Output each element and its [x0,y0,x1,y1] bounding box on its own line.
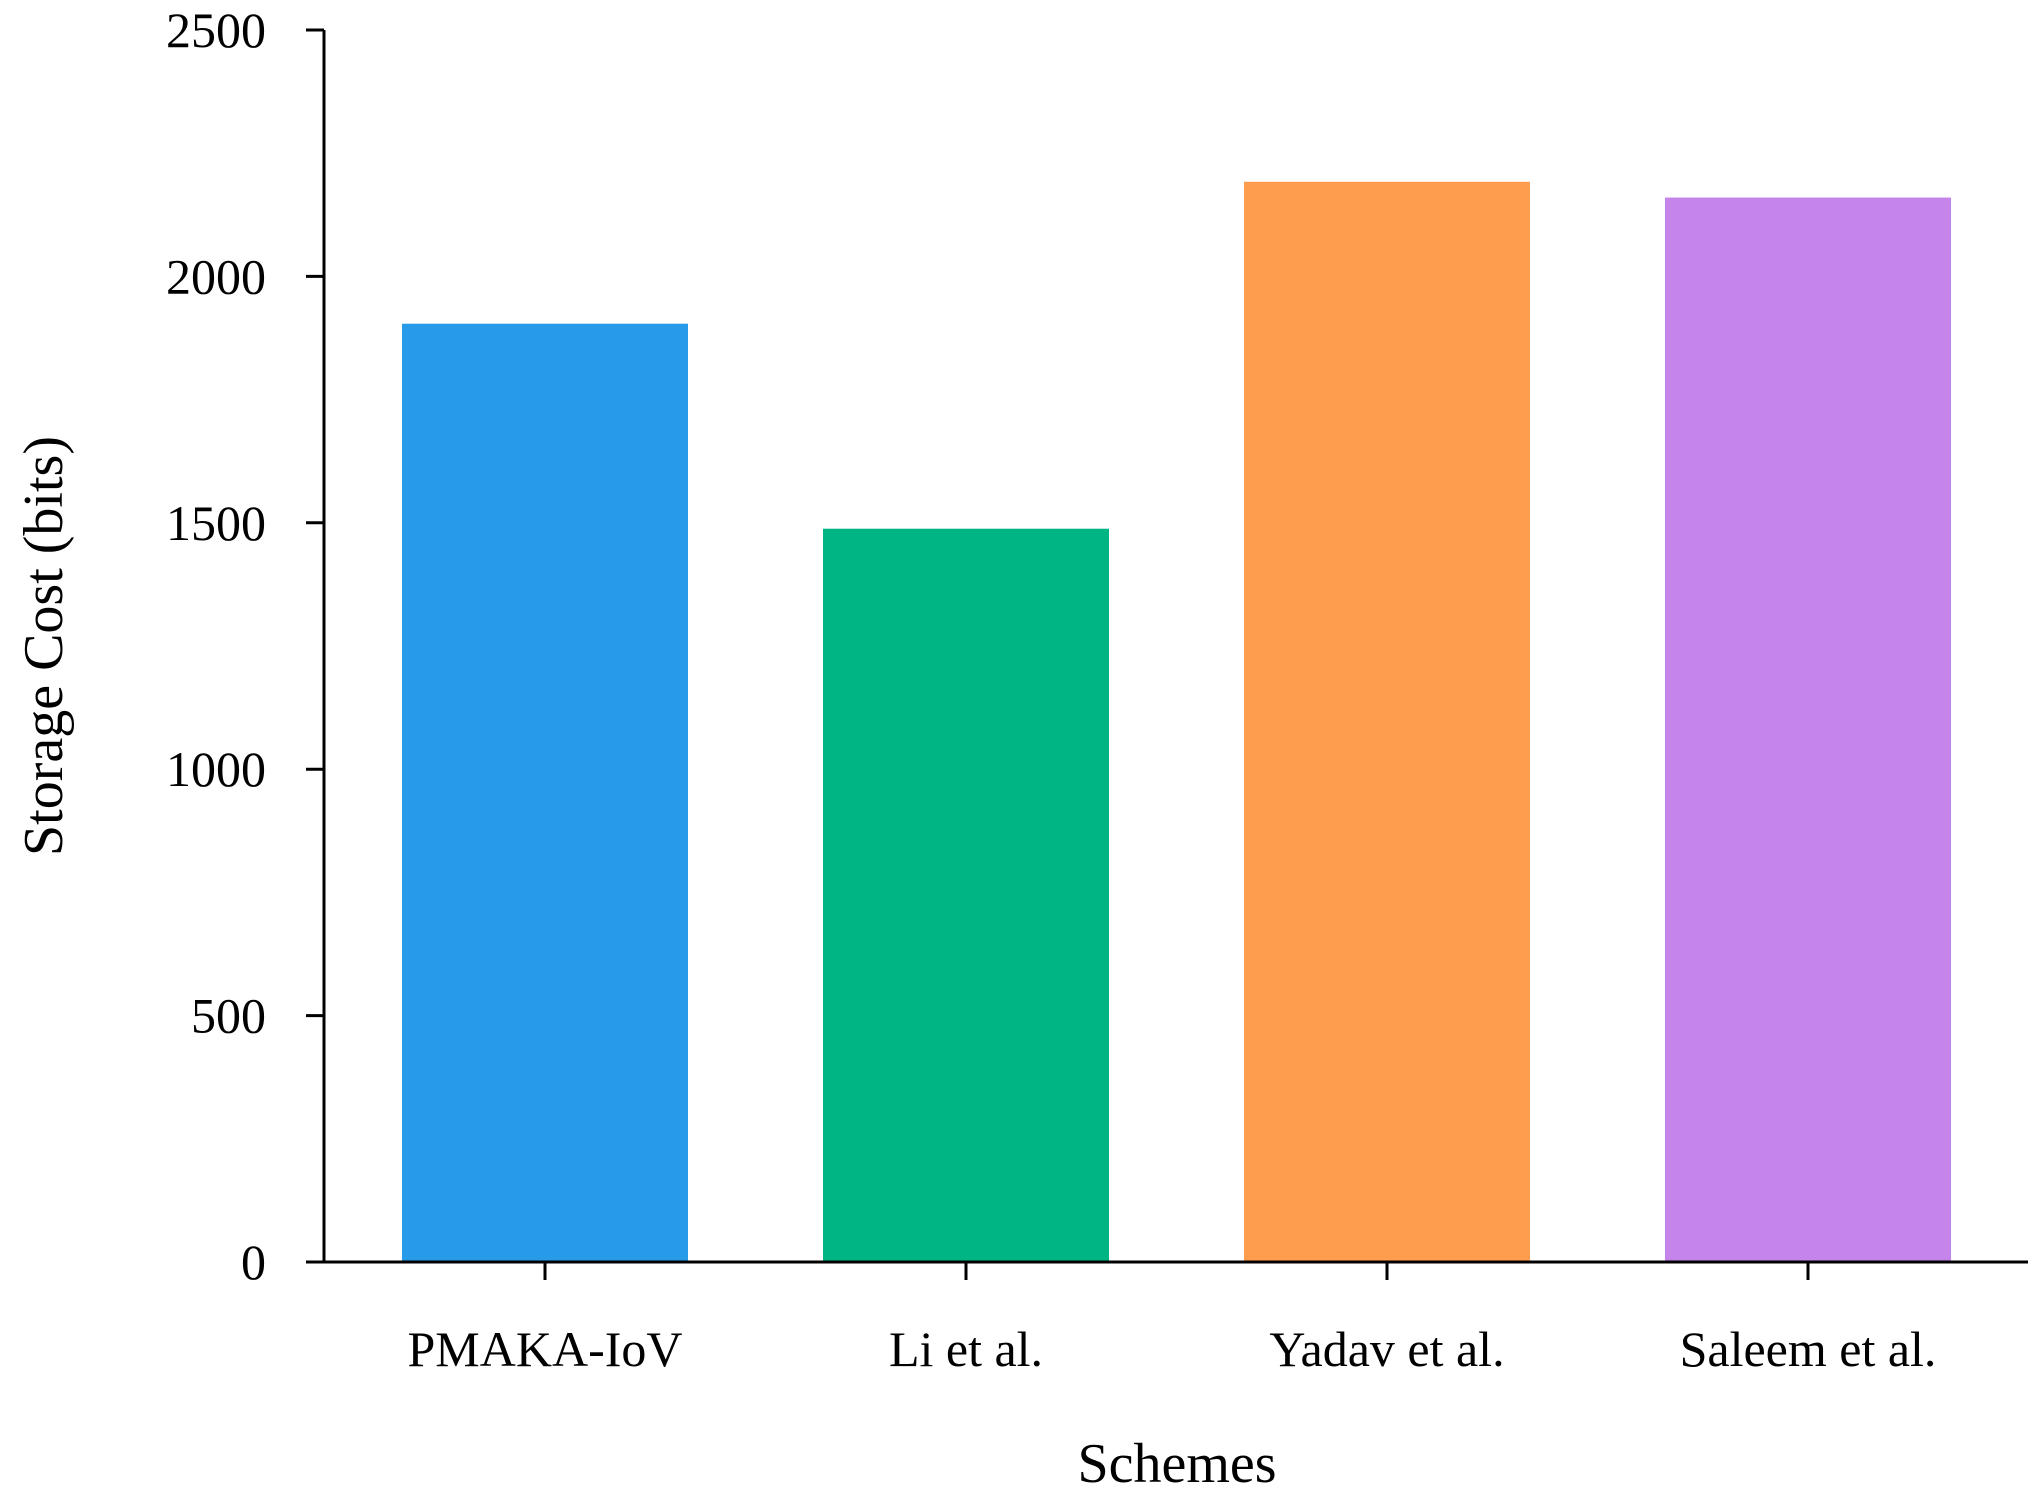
y-tick-label: 2500 [166,2,266,58]
y-ticks-group: 0 500 1000 1500 2000 2500 [166,2,324,1290]
bar-1 [823,528,1109,1262]
bar-0 [402,323,688,1262]
x-tick-label: Li et al. [889,1321,1043,1377]
x-tick-label: PMAKA-IoV [408,1321,683,1377]
bar-3 [1665,197,1951,1262]
bar-2 [1244,181,1530,1263]
y-tick-label: 500 [191,988,266,1044]
y-tick-label: 1000 [166,741,266,797]
bars-group [402,181,1951,1263]
x-tick-label: Saleem et al. [1680,1321,1937,1377]
y-tick-label: 2000 [166,248,266,304]
y-tick-label: 0 [241,1234,266,1290]
x-axis-title: Schemes [1077,1433,1276,1493]
y-tick-label: 1500 [166,495,266,551]
x-tick-label: Yadav et al. [1269,1321,1504,1377]
y-axis-title: Storage Cost (bits) [13,436,75,856]
x-ticks-group: PMAKA-IoV Li et al. Yadav et al. Saleem et … [408,1262,1937,1377]
